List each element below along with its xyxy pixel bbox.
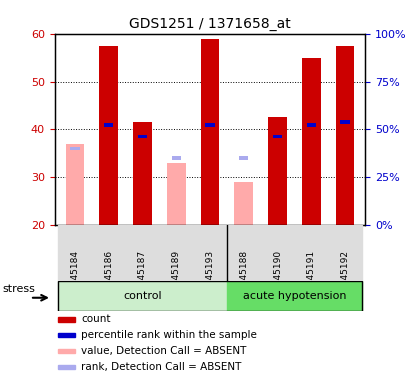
Bar — [294, 225, 328, 281]
Text: acute hypotension: acute hypotension — [243, 291, 346, 301]
Text: GSM45188: GSM45188 — [239, 251, 248, 299]
Bar — [341, 120, 350, 124]
Bar — [328, 225, 362, 281]
Bar — [133, 122, 152, 225]
Text: percentile rank within the sample: percentile rank within the sample — [81, 330, 257, 340]
Bar — [70, 147, 79, 150]
Text: rank, Detection Call = ABSENT: rank, Detection Call = ABSENT — [81, 362, 241, 372]
Text: GSM45193: GSM45193 — [205, 251, 215, 299]
Text: GSM45190: GSM45190 — [273, 251, 282, 299]
Bar — [172, 156, 181, 160]
Bar — [273, 135, 282, 138]
Bar — [227, 225, 261, 281]
Title: GDS1251 / 1371658_at: GDS1251 / 1371658_at — [129, 17, 291, 32]
Text: GSM45187: GSM45187 — [138, 251, 147, 299]
Bar — [126, 225, 159, 281]
Bar — [58, 365, 75, 369]
Bar — [100, 46, 118, 225]
Bar — [167, 163, 186, 225]
Bar — [261, 225, 294, 281]
Bar — [201, 39, 219, 225]
Text: stress: stress — [3, 284, 36, 294]
Bar — [268, 117, 287, 225]
Bar — [138, 135, 147, 138]
Text: value, Detection Call = ABSENT: value, Detection Call = ABSENT — [81, 346, 247, 356]
Bar — [307, 123, 316, 126]
Bar — [159, 225, 193, 281]
Text: GSM45191: GSM45191 — [307, 251, 316, 299]
Bar — [58, 225, 92, 281]
Bar — [205, 123, 215, 126]
Bar — [66, 144, 84, 225]
Text: GSM45189: GSM45189 — [172, 251, 181, 299]
Bar — [193, 225, 227, 281]
Bar — [234, 182, 253, 225]
Text: count: count — [81, 314, 110, 324]
Text: GSM45184: GSM45184 — [71, 251, 79, 299]
Bar — [227, 281, 362, 311]
Bar — [92, 225, 126, 281]
Bar — [104, 123, 113, 126]
Bar — [58, 317, 75, 321]
Text: GSM45186: GSM45186 — [104, 251, 113, 299]
Bar — [58, 349, 75, 353]
Bar — [302, 58, 320, 225]
Bar — [58, 333, 75, 338]
Bar — [336, 46, 354, 225]
Bar — [239, 156, 248, 160]
Text: control: control — [123, 291, 162, 301]
Bar — [58, 281, 227, 311]
Text: GSM45192: GSM45192 — [341, 251, 349, 299]
